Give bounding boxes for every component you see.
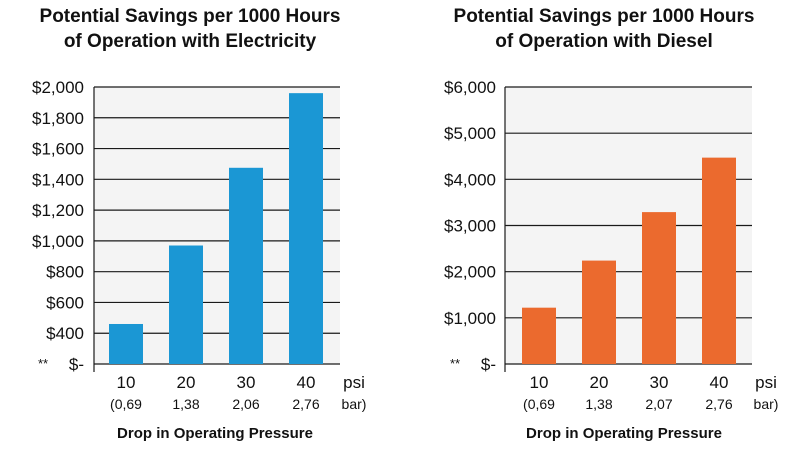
bar — [289, 93, 323, 365]
y-tick-label: $1,000 — [444, 309, 496, 328]
x-tick-sublabel: 2,76 — [292, 396, 319, 412]
chart-title-diesel: Potential Savings per 1000 Hours of Oper… — [414, 4, 794, 54]
y-tick-label: $6,000 — [444, 78, 496, 97]
bar — [702, 157, 736, 364]
bar — [169, 245, 203, 364]
x-tick-sublabel: 2,06 — [232, 396, 259, 412]
chart-title-line: Potential Savings per 1000 Hours — [39, 6, 341, 27]
unit-label-bar: bar) — [342, 396, 367, 412]
x-tick-sublabel: 1,38 — [172, 396, 199, 412]
x-tick-sublabel: 1,38 — [585, 396, 612, 412]
y-tick-label: $800 — [46, 263, 84, 282]
x-tick-sublabel: (0,69 — [523, 396, 555, 412]
y-tick-label: $- — [481, 355, 496, 374]
chart-title-line: of Operation with Diesel — [495, 31, 713, 52]
footnote-marker: ** — [38, 356, 48, 371]
x-tick-sublabel: 2,76 — [705, 396, 732, 412]
y-tick-label: $400 — [46, 324, 84, 343]
unit-label-psi: psi — [755, 373, 777, 392]
x-tick-label: 10 — [117, 373, 136, 392]
chart-title-electricity: Potential Savings per 1000 Hours of Oper… — [0, 4, 380, 54]
x-tick-label: 20 — [590, 373, 609, 392]
x-tick-label: 20 — [177, 373, 196, 392]
x-tick-label: 40 — [297, 373, 316, 392]
x-axis-title-diesel: Drop in Operating Pressure — [526, 425, 722, 442]
bar — [109, 323, 143, 364]
chart-title-line: Potential Savings per 1000 Hours — [453, 6, 755, 27]
y-tick-label: $1,600 — [32, 140, 84, 159]
x-tick-label: 40 — [710, 373, 729, 392]
x-axis-title-electricity: Drop in Operating Pressure — [117, 425, 313, 442]
x-tick-label: 10 — [530, 373, 549, 392]
y-tick-label: $1,400 — [32, 170, 84, 189]
unit-label-psi: psi — [343, 373, 365, 392]
bar — [642, 212, 676, 364]
unit-label-bar: bar) — [754, 396, 779, 412]
y-tick-label: $- — [69, 355, 84, 374]
x-tick-label: 30 — [650, 373, 669, 392]
x-tick-sublabel: (0,69 — [110, 396, 142, 412]
chart-title-line: of Operation with Electricity — [63, 31, 317, 52]
x-tick-sublabel: 2,07 — [645, 396, 672, 412]
bar — [582, 260, 616, 364]
y-tick-label: $2,000 — [32, 78, 84, 97]
y-tick-label: $3,000 — [444, 217, 496, 236]
bar — [522, 307, 556, 364]
y-tick-label: $1,000 — [32, 232, 84, 251]
y-tick-label: $4,000 — [444, 170, 496, 189]
bar — [229, 167, 263, 364]
y-tick-label: $1,200 — [32, 201, 84, 220]
x-tick-label: 30 — [237, 373, 256, 392]
y-tick-label: $600 — [46, 293, 84, 312]
y-tick-label: $1,800 — [32, 109, 84, 128]
y-tick-label: $5,000 — [444, 124, 496, 143]
footnote-marker: ** — [450, 356, 460, 371]
y-tick-label: $2,000 — [444, 263, 496, 282]
